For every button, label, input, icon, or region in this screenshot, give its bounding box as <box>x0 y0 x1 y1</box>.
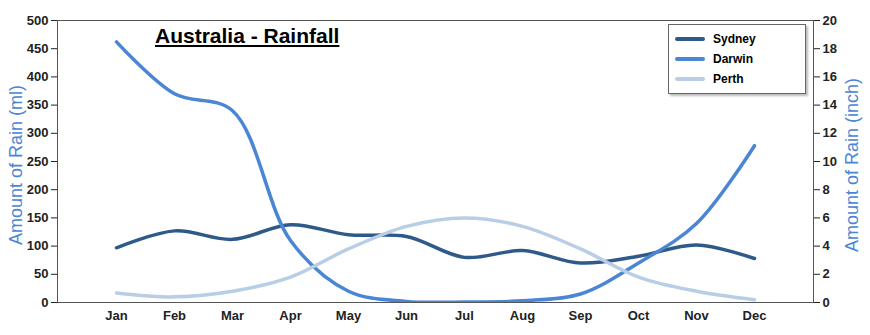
svg-text:10: 10 <box>823 154 837 169</box>
svg-text:350: 350 <box>27 97 49 112</box>
svg-text:Mar: Mar <box>221 308 244 323</box>
svg-text:200: 200 <box>27 182 49 197</box>
html-text:Perth: Perth <box>713 72 744 86</box>
svg-text:16: 16 <box>823 69 837 84</box>
svg-text:20: 20 <box>823 13 837 28</box>
svg-text:Feb: Feb <box>163 308 186 323</box>
svg-text:Oct: Oct <box>628 308 650 323</box>
svg-text:2: 2 <box>823 266 830 281</box>
svg-text:300: 300 <box>27 125 49 140</box>
html-text:Darwin: Darwin <box>713 52 753 66</box>
svg-text:400: 400 <box>27 69 49 84</box>
svg-text:Jan: Jan <box>105 308 127 323</box>
svg-text:8: 8 <box>823 182 830 197</box>
svg-text:Sep: Sep <box>569 308 593 323</box>
svg-text:150: 150 <box>27 210 49 225</box>
svg-text:50: 50 <box>34 266 48 281</box>
svg-text:Nov: Nov <box>684 308 709 323</box>
svg-text:500: 500 <box>27 13 49 28</box>
svg-text:May: May <box>336 308 362 323</box>
svg-text:12: 12 <box>823 125 837 140</box>
svg-text:0: 0 <box>41 295 48 310</box>
html-text:Amount of Rain (ml): Amount of Rain (ml) <box>6 85 26 245</box>
svg-text:Aug: Aug <box>510 308 535 323</box>
svg-text:450: 450 <box>27 41 49 56</box>
svg-text:100: 100 <box>27 238 49 253</box>
svg-text:250: 250 <box>27 154 49 169</box>
svg-text:Apr: Apr <box>279 308 301 323</box>
svg-text:18: 18 <box>823 41 837 56</box>
svg-text:Jul: Jul <box>455 308 474 323</box>
html-text:Australia - Rainfall: Australia - Rainfall <box>155 24 340 47</box>
html-text:Sydney: Sydney <box>713 32 756 46</box>
svg-text:6: 6 <box>823 210 830 225</box>
svg-text:14: 14 <box>823 97 838 112</box>
svg-text:4: 4 <box>823 238 831 253</box>
svg-text:0: 0 <box>823 295 830 310</box>
html-text:Amount of Rain (inch): Amount of Rain (inch) <box>842 78 862 252</box>
svg-text:Jun: Jun <box>395 308 418 323</box>
svg-text:Dec: Dec <box>743 308 767 323</box>
